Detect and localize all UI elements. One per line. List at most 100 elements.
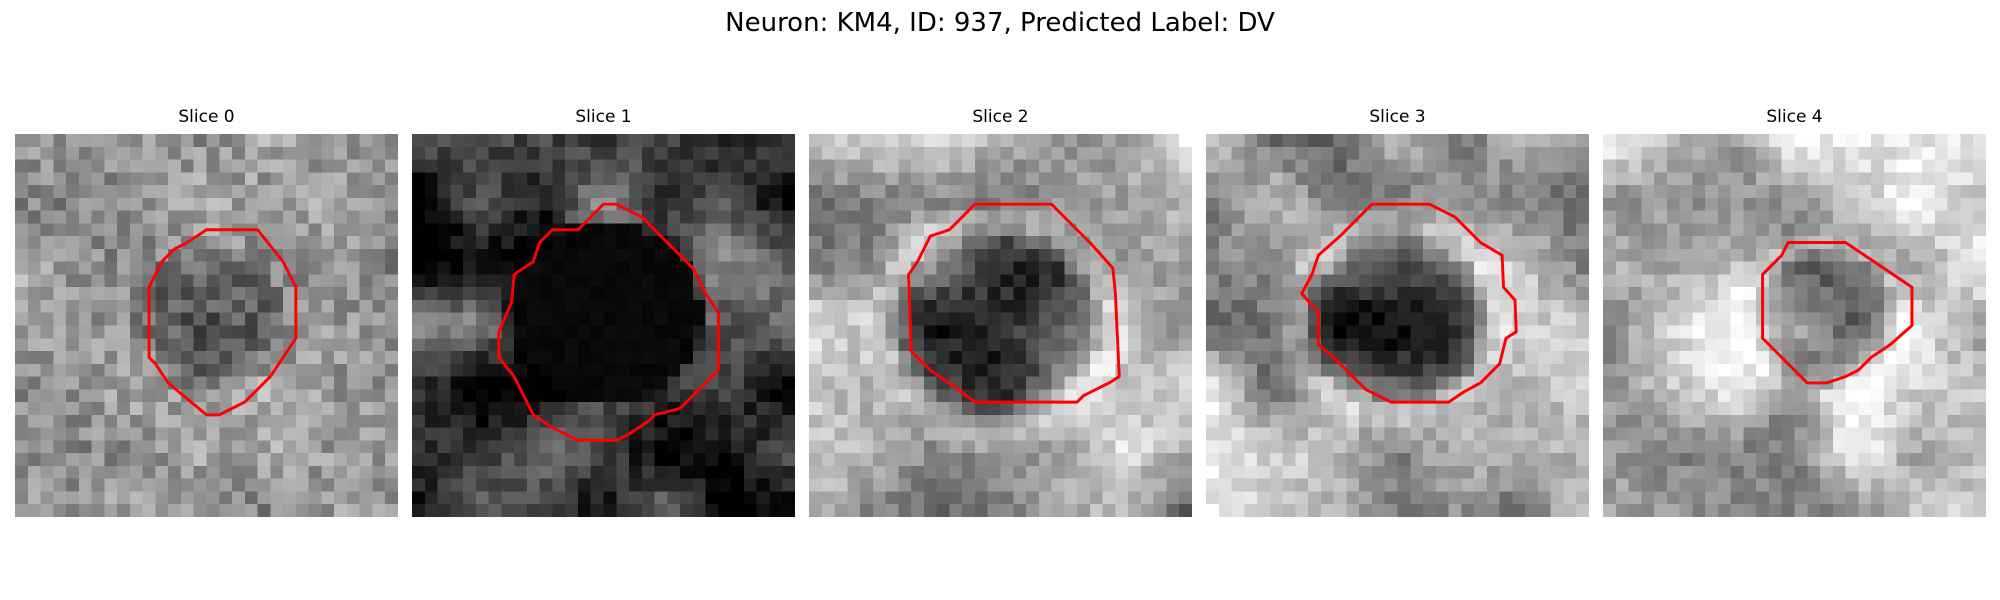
image-pixel [1448, 363, 1462, 377]
image-pixel [232, 491, 246, 505]
image-pixel [334, 414, 348, 428]
image-pixel [565, 351, 579, 365]
image-pixel [692, 491, 706, 505]
image-pixel [1000, 402, 1014, 416]
image-pixel [104, 210, 118, 224]
image-pixel [949, 261, 963, 275]
image-pixel [1550, 248, 1564, 262]
image-pixel [66, 223, 80, 237]
image-pixel [1257, 312, 1271, 326]
image-pixel [1717, 274, 1731, 288]
image-pixel [1858, 274, 1872, 288]
image-pixel [974, 274, 988, 288]
image-pixel [1845, 299, 1859, 313]
image-pixel [1807, 146, 1821, 160]
image-pixel [1883, 185, 1897, 199]
image-pixel [1410, 338, 1424, 352]
image-pixel [885, 197, 899, 211]
image-pixel [821, 363, 835, 377]
image-pixel [1397, 402, 1411, 416]
image-pixel [1166, 146, 1180, 160]
image-pixel [450, 440, 464, 454]
image-pixel [193, 274, 207, 288]
image-pixel [40, 146, 54, 160]
image-pixel [463, 478, 477, 492]
image-pixel [1206, 351, 1220, 365]
image-pixel [552, 287, 566, 301]
image-pixel [1820, 159, 1834, 173]
image-pixel [680, 491, 694, 505]
image-pixel [1717, 210, 1731, 224]
image-pixel [692, 338, 706, 352]
image-pixel [1153, 504, 1167, 517]
image-pixel [1423, 338, 1437, 352]
image-pixel [1282, 414, 1296, 428]
image-pixel [308, 134, 322, 148]
image-pixel [860, 172, 874, 186]
image-pixel [1858, 504, 1872, 517]
image-pixel [1179, 210, 1192, 224]
image-pixel [885, 504, 899, 517]
image-pixel [1615, 185, 1629, 199]
image-pixel [1896, 159, 1910, 173]
image-pixel [334, 159, 348, 173]
image-pixel [872, 223, 886, 237]
image-pixel [1435, 414, 1449, 428]
image-pixel [1282, 491, 1296, 505]
image-pixel [898, 427, 912, 441]
image-pixel [1499, 299, 1513, 313]
image-pixel [1576, 172, 1589, 186]
image-pixel [1756, 210, 1770, 224]
image-pixel [898, 440, 912, 454]
image-pixel [1128, 363, 1142, 377]
image-pixel [1641, 478, 1655, 492]
image-pixel [860, 427, 874, 441]
image-pixel [1499, 210, 1513, 224]
image-pixel [1013, 172, 1027, 186]
image-pixel [1807, 248, 1821, 262]
image-pixel [372, 223, 386, 237]
image-pixel [1858, 299, 1872, 313]
image-pixel [219, 172, 233, 186]
image-pixel [1038, 146, 1052, 160]
image-pixel [15, 402, 29, 416]
image-pixel [590, 261, 604, 275]
image-pixel [1486, 274, 1500, 288]
image-pixel [437, 159, 451, 173]
image-pixel [692, 440, 706, 454]
image-pixel [1845, 453, 1859, 467]
image-pixel [1794, 389, 1808, 403]
image-pixel [872, 236, 886, 250]
image-pixel [1115, 223, 1129, 237]
image-pixel [1089, 465, 1103, 479]
image-pixel [590, 363, 604, 377]
image-pixel [450, 389, 464, 403]
image-pixel [1359, 223, 1373, 237]
image-pixel [1140, 453, 1154, 467]
image-pixel [1295, 299, 1309, 313]
image-pixel [769, 197, 783, 211]
image-pixel [1231, 453, 1245, 467]
image-pixel [1909, 197, 1923, 211]
image-pixel [898, 248, 912, 262]
image-pixel [1371, 338, 1385, 352]
image-pixel [129, 376, 143, 390]
image-pixel [1603, 223, 1617, 237]
image-pixel [219, 287, 233, 301]
image-pixel [91, 146, 105, 160]
image-pixel [1730, 197, 1744, 211]
image-pixel [1397, 351, 1411, 365]
image-pixel [654, 197, 668, 211]
image-pixel [1615, 414, 1629, 428]
image-pixel [962, 376, 976, 390]
image-pixel [1692, 172, 1706, 186]
image-pixel [1102, 312, 1116, 326]
image-pixel [1858, 197, 1872, 211]
image-pixel [372, 453, 386, 467]
image-pixel [860, 363, 874, 377]
image-pixel [705, 172, 719, 186]
image-pixel [1832, 185, 1846, 199]
image-pixel [1499, 414, 1513, 428]
image-pixel [334, 236, 348, 250]
image-pixel [219, 248, 233, 262]
